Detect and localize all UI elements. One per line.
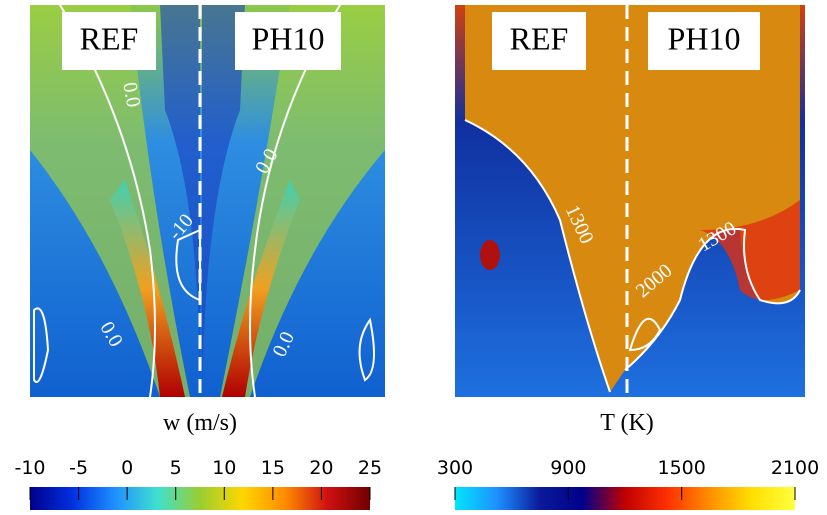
label-box (235, 12, 341, 70)
label-box (648, 12, 760, 70)
case-label: PH10 (668, 20, 741, 56)
label-box (492, 12, 586, 70)
colorbar-tick-label: 25 (358, 457, 382, 479)
colorbar-tick-label: 5 (170, 457, 182, 479)
colorbar-tick-label: 900 (550, 457, 586, 479)
w-field (30, 5, 385, 397)
case-label: PH10 (252, 20, 325, 56)
t-field (455, 5, 805, 397)
colorbar-tick-label: 2100 (771, 457, 819, 479)
colorbar-tick-label: 15 (261, 457, 285, 479)
case-label: REF (80, 20, 139, 56)
colorbar-title: T (K) (600, 410, 654, 436)
colorbar (30, 487, 370, 510)
colorbar-tick-label: -10 (14, 457, 45, 479)
case-label: REF (510, 20, 569, 56)
colorbar-tick-label: -5 (69, 457, 88, 479)
colorbar-tick-label: 0 (121, 457, 133, 479)
colorbar (455, 487, 795, 510)
colorbar-tick-label: 300 (437, 457, 473, 479)
colorbar-title: w (m/s) (163, 410, 237, 436)
colorbar-tick-label: 20 (309, 457, 333, 479)
label-box (62, 12, 156, 70)
colorbar-tick-label: 1500 (657, 457, 705, 479)
contour-label: 0.0 (118, 81, 144, 109)
colorbar-tick-label: 10 (212, 457, 236, 479)
